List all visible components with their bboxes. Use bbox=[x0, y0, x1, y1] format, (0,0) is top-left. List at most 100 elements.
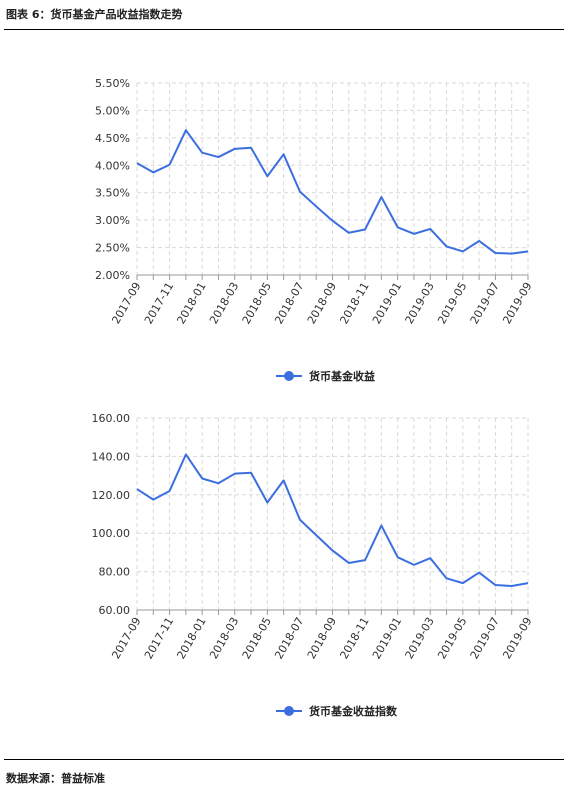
data-point bbox=[526, 581, 530, 585]
data-point bbox=[265, 174, 269, 178]
bottom-rule bbox=[4, 759, 564, 760]
y-tick-label: 4.00% bbox=[95, 159, 130, 172]
x-tick-label: 2018-09 bbox=[305, 280, 339, 326]
y-tick-label: 100.00 bbox=[92, 527, 131, 540]
data-point bbox=[461, 581, 465, 585]
legend-label: 货币基金收益 bbox=[308, 369, 375, 383]
y-tick-label: 120.00 bbox=[92, 489, 131, 502]
y-tick-label: 4.50% bbox=[95, 132, 130, 145]
data-point bbox=[135, 487, 139, 491]
data-point bbox=[347, 231, 351, 235]
data-point bbox=[200, 476, 204, 480]
data-point bbox=[461, 249, 465, 253]
x-tick-label: 2019-09 bbox=[500, 615, 534, 661]
data-point bbox=[379, 524, 383, 528]
data-point bbox=[298, 518, 302, 522]
data-point bbox=[200, 151, 204, 155]
y-tick-label: 2.00% bbox=[95, 269, 130, 282]
data-point bbox=[135, 161, 139, 165]
data-point bbox=[249, 146, 253, 150]
x-tick-label: 2019-03 bbox=[403, 615, 437, 661]
data-point bbox=[412, 563, 416, 567]
x-tick-label: 2018-03 bbox=[207, 615, 241, 661]
figure-title: 图表 6：货币基金产品收益指数走势 bbox=[6, 8, 183, 21]
x-tick-label: 2017-09 bbox=[109, 280, 143, 326]
y-tick-label: 80.00 bbox=[99, 566, 131, 579]
data-point bbox=[184, 452, 188, 456]
data-point bbox=[282, 478, 286, 482]
data-point bbox=[445, 244, 449, 248]
series-line bbox=[136, 129, 529, 255]
x-tick-label: 2018-01 bbox=[175, 280, 209, 326]
data-source: 数据来源：普益标准 bbox=[6, 772, 105, 785]
data-point bbox=[477, 239, 481, 243]
yield-chart: 2.00% 2.50% 3.00% 3.50% 4.00% 4.50% 5.00% 5.50%… bbox=[95, 77, 535, 383]
data-point bbox=[379, 195, 383, 199]
x-tick-label: 2018-11 bbox=[337, 280, 371, 326]
data-point bbox=[510, 252, 514, 256]
x-tick-label: 2019-01 bbox=[370, 280, 404, 326]
yield-index-chart: 60.00 80.00 100.00 120.00 140.00 160.00 2017-0… bbox=[92, 412, 535, 718]
data-point bbox=[526, 249, 530, 253]
x-tick-label: 2019-05 bbox=[435, 280, 469, 326]
legend-marker bbox=[284, 371, 294, 381]
data-point bbox=[428, 227, 432, 231]
y-tick-label: 2.50% bbox=[95, 242, 130, 255]
data-point bbox=[216, 481, 220, 485]
data-point bbox=[249, 471, 253, 475]
x-tick-label: 2017-11 bbox=[142, 280, 176, 326]
data-point bbox=[493, 251, 497, 255]
data-point bbox=[233, 147, 237, 151]
data-point bbox=[314, 533, 318, 537]
data-point bbox=[151, 170, 155, 174]
x-tick-label: 2019-09 bbox=[500, 280, 534, 326]
data-point bbox=[184, 128, 188, 132]
legend-label: 货币基金收益指数 bbox=[308, 704, 398, 718]
x-tick-label: 2018-07 bbox=[272, 615, 306, 661]
y-tick-label: 5.00% bbox=[95, 104, 130, 117]
data-point bbox=[347, 561, 351, 565]
x-tick-label: 2018-05 bbox=[240, 280, 274, 326]
data-point bbox=[331, 548, 335, 552]
y-tick-label: 3.50% bbox=[95, 187, 130, 200]
y-tick-label: 140.00 bbox=[92, 450, 131, 463]
y-tick-label: 3.00% bbox=[95, 214, 130, 227]
x-tick-label: 2019-07 bbox=[468, 280, 502, 326]
data-point bbox=[396, 225, 400, 229]
x-tick-label: 2019-03 bbox=[403, 280, 437, 326]
x-tick-label: 2019-07 bbox=[468, 615, 502, 661]
x-tick-label: 2019-05 bbox=[435, 615, 469, 661]
x-tick-label: 2017-11 bbox=[142, 615, 176, 661]
data-point bbox=[493, 583, 497, 587]
x-tick-label: 2018-01 bbox=[175, 615, 209, 661]
y-tick-label: 160.00 bbox=[92, 412, 131, 425]
y-tick-label: 60.00 bbox=[99, 604, 131, 617]
data-point bbox=[298, 190, 302, 194]
series-line bbox=[136, 453, 529, 587]
data-point bbox=[168, 489, 172, 493]
data-point bbox=[363, 558, 367, 562]
x-tick-label: 2018-05 bbox=[240, 615, 274, 661]
data-point bbox=[151, 498, 155, 502]
data-point bbox=[396, 555, 400, 559]
data-point bbox=[216, 155, 220, 159]
data-point bbox=[510, 584, 514, 588]
x-tick-label: 2018-03 bbox=[207, 280, 241, 326]
y-tick-label: 5.50% bbox=[95, 77, 130, 90]
x-tick-label: 2017-09 bbox=[109, 615, 143, 661]
data-point bbox=[428, 556, 432, 560]
data-point bbox=[331, 219, 335, 223]
data-point bbox=[168, 163, 172, 167]
data-point bbox=[445, 576, 449, 580]
data-point bbox=[363, 227, 367, 231]
top-rule bbox=[4, 29, 564, 30]
x-tick-label: 2018-09 bbox=[305, 615, 339, 661]
data-point bbox=[265, 500, 269, 504]
data-point bbox=[314, 204, 318, 208]
data-point bbox=[412, 232, 416, 236]
data-point bbox=[282, 152, 286, 156]
data-point bbox=[477, 571, 481, 575]
x-tick-label: 2019-01 bbox=[370, 615, 404, 661]
data-point bbox=[233, 472, 237, 476]
x-tick-label: 2018-07 bbox=[272, 280, 306, 326]
